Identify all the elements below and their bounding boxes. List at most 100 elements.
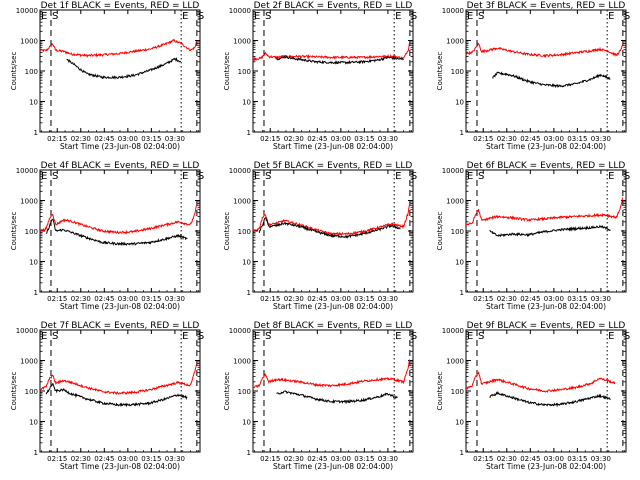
x-tick-label: 02:30 — [71, 135, 91, 143]
y-tick-label: 10 — [242, 259, 251, 267]
x-axis-label: Start Time (23-Jun-08 02:04:00) — [273, 462, 393, 471]
x-tick-label: 03:30 — [591, 135, 611, 143]
marker-label-S: S — [478, 171, 484, 182]
y-tick-label: 100 — [238, 388, 251, 396]
marker-label-S: S — [478, 331, 484, 342]
lld-series-line — [252, 204, 410, 237]
x-tick-label: 02:15 — [473, 135, 493, 143]
plot-frame — [465, 9, 627, 133]
chart-title: Det 1f BLACK = Events, RED = LLD — [41, 1, 200, 11]
x-tick-label: 02:30 — [497, 135, 517, 143]
events-series-line — [489, 224, 611, 238]
y-tick-label: 10000 — [16, 7, 38, 15]
y-tick-label: 10 — [242, 99, 251, 107]
chart-title: Det 8f BLACK = Events, RED = LLD — [254, 321, 413, 331]
y-tick-label: 10 — [455, 99, 464, 107]
x-tick-label: 03:00 — [331, 455, 351, 463]
lld-series-line — [39, 38, 197, 59]
marker-label-S: S — [265, 171, 271, 182]
marker-label-S: S — [265, 11, 271, 22]
y-tick-label: 1 — [460, 129, 464, 137]
plot-frame — [252, 169, 414, 293]
x-tick-label: 02:30 — [284, 295, 304, 303]
marker-label-E: E — [182, 331, 188, 342]
y-tick-label: 1 — [34, 289, 38, 297]
marker-label-S: S — [265, 331, 271, 342]
x-tick-label: 02:15 — [260, 455, 280, 463]
marker-label-S: S — [52, 331, 58, 342]
y-axis-label: Counts/sec — [223, 212, 231, 251]
y-axis-label: Counts/sec — [10, 212, 18, 251]
x-tick-label: 03:00 — [118, 135, 138, 143]
y-axis-label: Counts/sec — [436, 372, 444, 411]
x-tick-label: 02:15 — [47, 135, 67, 143]
y-tick-label: 1000 — [446, 38, 464, 46]
y-tick-label: 1000 — [20, 198, 38, 206]
y-tick-label: 1000 — [20, 38, 38, 46]
y-tick-label: 100 — [25, 68, 38, 76]
y-tick-label: 1 — [34, 129, 38, 137]
x-tick-label: 02:15 — [260, 295, 280, 303]
lld-series-line — [465, 42, 623, 58]
x-tick-label: 02:45 — [307, 135, 327, 143]
chart-title: Det 9f BLACK = Events, RED = LLD — [467, 321, 626, 331]
marker-label-E: E — [467, 331, 473, 342]
y-axis-label: Counts/sec — [223, 372, 231, 411]
x-axis-label: Start Time (23-Jun-08 02:04:00) — [486, 142, 606, 151]
y-tick-label: 10 — [455, 259, 464, 267]
y-tick-label: 10000 — [16, 167, 38, 175]
chart-panel-1: Det 1f BLACK = Events, RED = LLD 1 10 100 10… — [10, 1, 204, 151]
marker-label-S: S — [52, 11, 58, 22]
y-tick-label: 1 — [247, 289, 251, 297]
marker-label-E: E — [608, 11, 614, 22]
x-tick-label: 02:45 — [520, 135, 540, 143]
y-tick-label: 10000 — [229, 327, 251, 335]
marker-label-S: S — [198, 11, 204, 22]
y-tick-label: 1000 — [446, 198, 464, 206]
marker-label-E: E — [254, 171, 260, 182]
x-tick-label: 02:45 — [520, 455, 540, 463]
x-tick-label: 02:15 — [473, 455, 493, 463]
x-tick-label: 03:15 — [141, 295, 161, 303]
x-tick-label: 02:30 — [497, 295, 517, 303]
x-tick-label: 02:30 — [284, 135, 304, 143]
marker-label-E: E — [254, 11, 260, 22]
lld-series-line — [39, 364, 197, 395]
marker-label-S: S — [198, 171, 204, 182]
x-tick-label: 02:15 — [260, 135, 280, 143]
x-tick-label: 03:15 — [141, 455, 161, 463]
x-tick-label: 03:00 — [544, 135, 564, 143]
lld-series-line — [252, 359, 410, 389]
plot-frame — [39, 329, 201, 453]
x-tick-label: 03:15 — [354, 295, 374, 303]
y-tick-label: 10000 — [442, 327, 464, 335]
events-series-line — [45, 382, 188, 408]
marker-label-S: S — [624, 171, 630, 182]
x-axis-label: Start Time (23-Jun-08 02:04:00) — [486, 462, 606, 471]
y-tick-label: 10000 — [16, 327, 38, 335]
y-tick-label: 1000 — [233, 198, 251, 206]
y-tick-label: 1 — [247, 129, 251, 137]
marker-label-E: E — [41, 331, 47, 342]
x-tick-label: 03:00 — [544, 455, 564, 463]
marker-label-E: E — [467, 171, 473, 182]
marker-label-E: E — [254, 331, 260, 342]
x-tick-label: 02:45 — [307, 455, 327, 463]
y-axis-label: Counts/sec — [436, 212, 444, 251]
marker-label-E: E — [41, 171, 47, 182]
y-tick-label: 100 — [238, 68, 251, 76]
x-tick-label: 03:15 — [567, 295, 587, 303]
marker-label-E: E — [608, 171, 614, 182]
marker-label-E: E — [41, 11, 47, 22]
marker-label-S: S — [624, 11, 630, 22]
y-tick-label: 1 — [460, 289, 464, 297]
y-tick-label: 10000 — [229, 7, 251, 15]
chart-title: Det 7f BLACK = Events, RED = LLD — [41, 321, 200, 331]
marker-label-S: S — [411, 11, 417, 22]
x-tick-label: 03:00 — [544, 295, 564, 303]
x-tick-label: 03:15 — [354, 455, 374, 463]
y-tick-label: 100 — [451, 68, 464, 76]
x-tick-label: 03:30 — [591, 455, 611, 463]
marker-label-E: E — [395, 331, 401, 342]
marker-label-S: S — [411, 171, 417, 182]
